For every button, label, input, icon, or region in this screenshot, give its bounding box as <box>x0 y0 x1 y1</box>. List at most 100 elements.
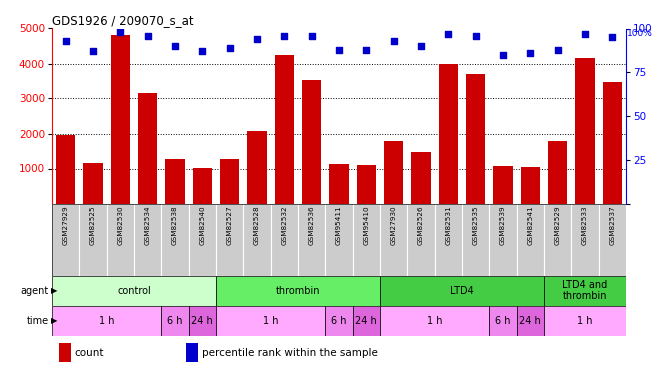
Text: GDS1926 / 209070_s_at: GDS1926 / 209070_s_at <box>52 13 194 27</box>
Text: GSM82530: GSM82530 <box>118 206 124 245</box>
Text: 6 h: 6 h <box>167 315 183 326</box>
Text: 24 h: 24 h <box>520 315 541 326</box>
Text: GSM82537: GSM82537 <box>609 206 615 245</box>
Point <box>361 46 371 53</box>
Bar <box>325 306 353 336</box>
Point <box>388 38 399 44</box>
Text: time: time <box>27 315 49 326</box>
Bar <box>298 204 325 276</box>
Bar <box>52 204 79 276</box>
Bar <box>439 63 458 204</box>
Bar <box>220 159 239 204</box>
Bar <box>353 306 380 336</box>
Bar <box>134 204 162 276</box>
Bar <box>216 306 325 336</box>
Bar <box>544 204 571 276</box>
Bar <box>490 204 516 276</box>
Bar <box>247 131 267 204</box>
Point <box>142 33 153 39</box>
Text: control: control <box>117 285 151 296</box>
Bar <box>79 204 107 276</box>
Text: GSM82536: GSM82536 <box>309 206 315 245</box>
Bar <box>271 204 298 276</box>
Text: 24 h: 24 h <box>192 315 213 326</box>
Text: GSM82540: GSM82540 <box>199 206 205 245</box>
Bar <box>357 165 376 204</box>
Text: GSM95410: GSM95410 <box>363 206 369 245</box>
Bar <box>216 276 380 306</box>
Bar <box>216 204 243 276</box>
Text: percentile rank within the sample: percentile rank within the sample <box>202 348 377 357</box>
Text: GSM82528: GSM82528 <box>254 206 260 245</box>
Point <box>498 52 508 58</box>
Bar <box>329 164 349 204</box>
Bar <box>575 58 595 204</box>
Bar <box>275 56 294 204</box>
Text: GSM82538: GSM82538 <box>172 206 178 245</box>
Point <box>252 36 263 42</box>
Bar <box>435 204 462 276</box>
Text: GSM82535: GSM82535 <box>473 206 479 245</box>
Text: 1 h: 1 h <box>577 315 593 326</box>
Text: thrombin: thrombin <box>276 285 320 296</box>
Bar <box>107 204 134 276</box>
Bar <box>544 276 626 306</box>
Bar <box>166 159 184 204</box>
Text: ▶: ▶ <box>51 316 58 325</box>
Bar <box>516 306 544 336</box>
Bar <box>462 204 490 276</box>
Bar <box>193 168 212 204</box>
Bar <box>84 163 103 204</box>
Point <box>197 48 208 54</box>
Text: 6 h: 6 h <box>331 315 347 326</box>
Point <box>443 31 454 37</box>
Point <box>279 33 290 39</box>
Point <box>552 46 563 53</box>
Bar <box>380 204 407 276</box>
Text: GSM82525: GSM82525 <box>90 206 96 245</box>
Point <box>88 48 98 54</box>
Bar <box>325 204 353 276</box>
Point <box>115 29 126 35</box>
Bar <box>52 306 162 336</box>
Point <box>470 33 481 39</box>
Bar <box>521 168 540 204</box>
Bar <box>599 204 626 276</box>
Text: GSM27929: GSM27929 <box>63 206 69 245</box>
Bar <box>162 204 188 276</box>
Bar <box>411 152 431 204</box>
Bar <box>407 204 435 276</box>
Bar <box>52 276 216 306</box>
Text: GSM82539: GSM82539 <box>500 206 506 245</box>
Text: 1 h: 1 h <box>427 315 442 326</box>
Text: agent: agent <box>21 285 49 296</box>
Point <box>60 38 71 44</box>
Point <box>224 45 235 51</box>
Bar <box>138 93 157 204</box>
Bar <box>603 82 622 204</box>
Bar <box>56 135 75 204</box>
Bar <box>188 306 216 336</box>
Bar <box>494 166 512 204</box>
Text: LTD4 and
thrombin: LTD4 and thrombin <box>562 280 608 301</box>
Bar <box>548 141 567 204</box>
Text: GSM27930: GSM27930 <box>391 206 397 245</box>
Text: GSM82529: GSM82529 <box>554 206 560 245</box>
Bar <box>243 204 271 276</box>
Point <box>333 46 344 53</box>
Point <box>580 31 591 37</box>
Bar <box>544 306 626 336</box>
Point <box>307 33 317 39</box>
Text: ▶: ▶ <box>51 286 58 295</box>
Text: 1 h: 1 h <box>99 315 114 326</box>
Text: 6 h: 6 h <box>495 315 511 326</box>
Bar <box>516 204 544 276</box>
Text: 1 h: 1 h <box>263 315 279 326</box>
Bar <box>188 204 216 276</box>
Text: GSM82541: GSM82541 <box>527 206 533 245</box>
Text: GSM82531: GSM82531 <box>446 206 452 245</box>
Text: GSM95411: GSM95411 <box>336 206 342 245</box>
Point <box>525 50 536 56</box>
Bar <box>162 306 188 336</box>
Bar <box>466 74 485 204</box>
